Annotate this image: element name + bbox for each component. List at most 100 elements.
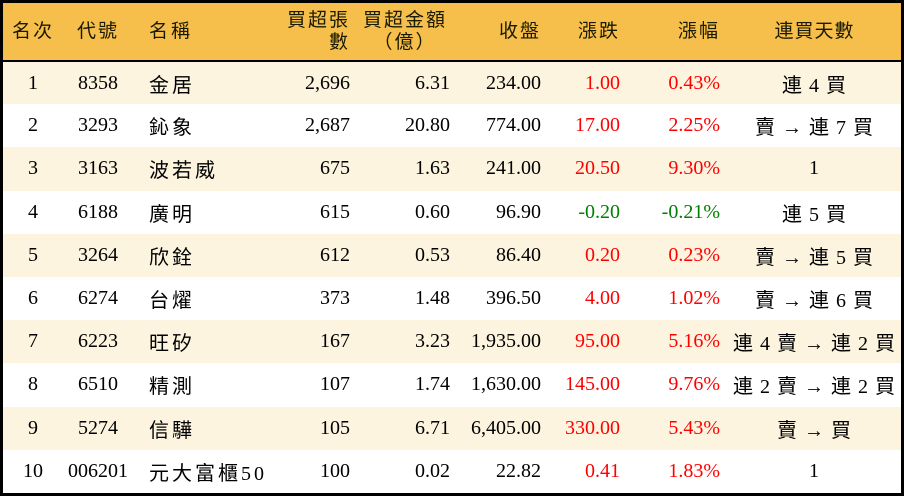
name-cell: 欣銓: [149, 246, 195, 269]
table-body: 1 8358 金居 2,696 6.31 234.00 1.00 0.43% 連 4 買 2 329…: [3, 61, 901, 493]
name-cell: 台燿: [149, 290, 195, 313]
table-row: 5 3264 欣銓 612 0.53 86.40 0.20 0.23% 賣 → 連 5 買: [3, 233, 901, 277]
rank-cell: 3: [28, 157, 38, 180]
amount-cell: 0.02: [415, 459, 450, 482]
change-pct-cell: 5.16%: [668, 330, 720, 353]
change-pct-cell: 1.83%: [668, 459, 720, 482]
name-cell: 鈊象: [149, 117, 195, 140]
amount-cell: 1.48: [415, 287, 450, 310]
amount-cell: 1.63: [415, 157, 450, 180]
close-cell: 86.40: [496, 243, 541, 266]
change-pct-cell: 9.76%: [668, 373, 720, 396]
change-cell: -0.20: [578, 200, 620, 223]
col-header-amount-line2: （億）: [373, 31, 437, 53]
code-cell: 3264: [78, 243, 118, 266]
stock-table: 名次 代號 名稱 買超張數 買超金額 （億） 收盤 漲跌 漲幅 連買天數 1 83…: [3, 3, 901, 493]
streak-cell: 1: [809, 157, 820, 180]
table-row: 4 6188 廣明 615 0.60 96.90 -0.20 -0.21% 連 5 買: [3, 190, 901, 234]
amount-cell: 1.74: [415, 373, 450, 396]
table-row: 3 3163 波若威 675 1.63 241.00 20.50 9.30% 1: [3, 147, 901, 191]
change-pct-cell: 2.25%: [668, 114, 720, 137]
name-cell: 旺矽: [149, 333, 195, 356]
volume-cell: 675: [320, 157, 350, 180]
close-cell: 396.50: [486, 287, 541, 310]
change-cell: 145.00: [565, 373, 620, 396]
table-row: 1 8358 金居 2,696 6.31 234.00 1.00 0.43% 連 4 買: [3, 61, 901, 105]
amount-cell: 3.23: [415, 330, 450, 353]
rank-cell: 1: [28, 71, 38, 94]
change-cell: 1.00: [585, 71, 620, 94]
name-cell: 精測: [149, 376, 195, 399]
volume-cell: 2,687: [305, 114, 350, 137]
col-header-streak: 連買天數: [728, 3, 901, 62]
close-cell: 234.00: [486, 71, 541, 94]
change-cell: 330.00: [565, 416, 620, 439]
close-cell: 96.90: [496, 200, 541, 223]
change-pct-cell: 5.43%: [668, 416, 720, 439]
code-cell: 6274: [78, 287, 118, 310]
amount-cell: 0.53: [415, 243, 450, 266]
change-pct-cell: 1.02%: [668, 287, 720, 310]
rank-cell: 8: [28, 373, 38, 396]
col-header-amount: 買超金額 （億）: [360, 3, 460, 62]
rank-cell: 5: [28, 243, 38, 266]
code-cell: 6510: [78, 373, 118, 396]
col-header-rank: 名次: [3, 3, 63, 62]
streak-cell: 連 2 賣 → 連 2 買: [733, 376, 896, 399]
change-cell: 0.20: [585, 243, 620, 266]
amount-cell: 6.31: [415, 71, 450, 94]
table-row: 10 006201 元大富櫃50 100 0.02 22.82 0.41 1.83% 1: [3, 449, 901, 493]
rank-cell: 6: [28, 287, 38, 310]
streak-cell: 賣 → 連 5 買: [755, 246, 874, 269]
close-cell: 774.00: [486, 114, 541, 137]
volume-cell: 373: [320, 287, 350, 310]
col-header-code: 代號: [63, 3, 133, 62]
streak-cell: 賣 → 連 6 買: [755, 290, 874, 313]
streak-cell: 連 4 賣 → 連 2 買: [733, 333, 896, 356]
streak-cell: 連 5 買: [782, 203, 847, 226]
close-cell: 22.82: [496, 459, 541, 482]
change-pct-cell: -0.21%: [661, 200, 720, 223]
change-cell: 17.00: [575, 114, 620, 137]
col-header-close: 收盤: [460, 3, 549, 62]
streak-cell: 1: [809, 459, 820, 482]
code-cell: 3163: [78, 157, 118, 180]
volume-cell: 615: [320, 200, 350, 223]
rank-cell: 4: [28, 200, 38, 223]
volume-cell: 167: [320, 330, 350, 353]
close-cell: 241.00: [486, 157, 541, 180]
col-header-amount-line1: 買超金額: [362, 9, 447, 31]
change-cell: 0.41: [585, 459, 620, 482]
streak-cell: 賣 → 買: [777, 419, 852, 442]
change-pct-cell: 9.30%: [668, 157, 720, 180]
rank-cell: 2: [28, 114, 38, 137]
close-cell: 1,935.00: [471, 330, 541, 353]
col-header-change: 漲跌: [549, 3, 628, 62]
col-header-name: 名稱: [133, 3, 270, 62]
volume-cell: 105: [320, 416, 350, 439]
table-row: 7 6223 旺矽 167 3.23 1,935.00 95.00 5.16% 連 4 賣 → …: [3, 320, 901, 364]
table-row: 6 6274 台燿 373 1.48 396.50 4.00 1.02% 賣 → 連 6 買: [3, 276, 901, 321]
volume-cell: 612: [320, 243, 350, 266]
code-cell: 8358: [78, 71, 118, 94]
change-cell: 20.50: [575, 157, 620, 180]
change-cell: 4.00: [585, 287, 620, 310]
header-row: 名次 代號 名稱 買超張數 買超金額 （億） 收盤 漲跌 漲幅 連買天數: [3, 3, 901, 62]
change-pct-cell: 0.43%: [668, 71, 720, 94]
table-row: 2 3293 鈊象 2,687 20.80 774.00 17.00 2.25% 賣 → 連 7…: [3, 104, 901, 148]
code-cell: 6188: [78, 200, 118, 223]
close-cell: 1,630.00: [471, 373, 541, 396]
rank-cell: 7: [28, 330, 38, 353]
table-row: 8 6510 精測 107 1.74 1,630.00 145.00 9.76% 連 2 賣 →…: [3, 363, 901, 407]
amount-cell: 6.71: [415, 416, 450, 439]
code-cell: 006201: [68, 459, 128, 482]
rank-cell: 10: [23, 459, 43, 482]
volume-cell: 2,696: [305, 71, 350, 94]
col-header-volume: 買超張數: [270, 3, 360, 62]
name-cell: 信驊: [149, 419, 195, 442]
name-cell: 廣明: [149, 203, 195, 226]
amount-cell: 0.60: [415, 200, 450, 223]
name-cell: 元大富櫃50: [149, 462, 267, 485]
streak-cell: 連 4 買: [782, 74, 847, 97]
